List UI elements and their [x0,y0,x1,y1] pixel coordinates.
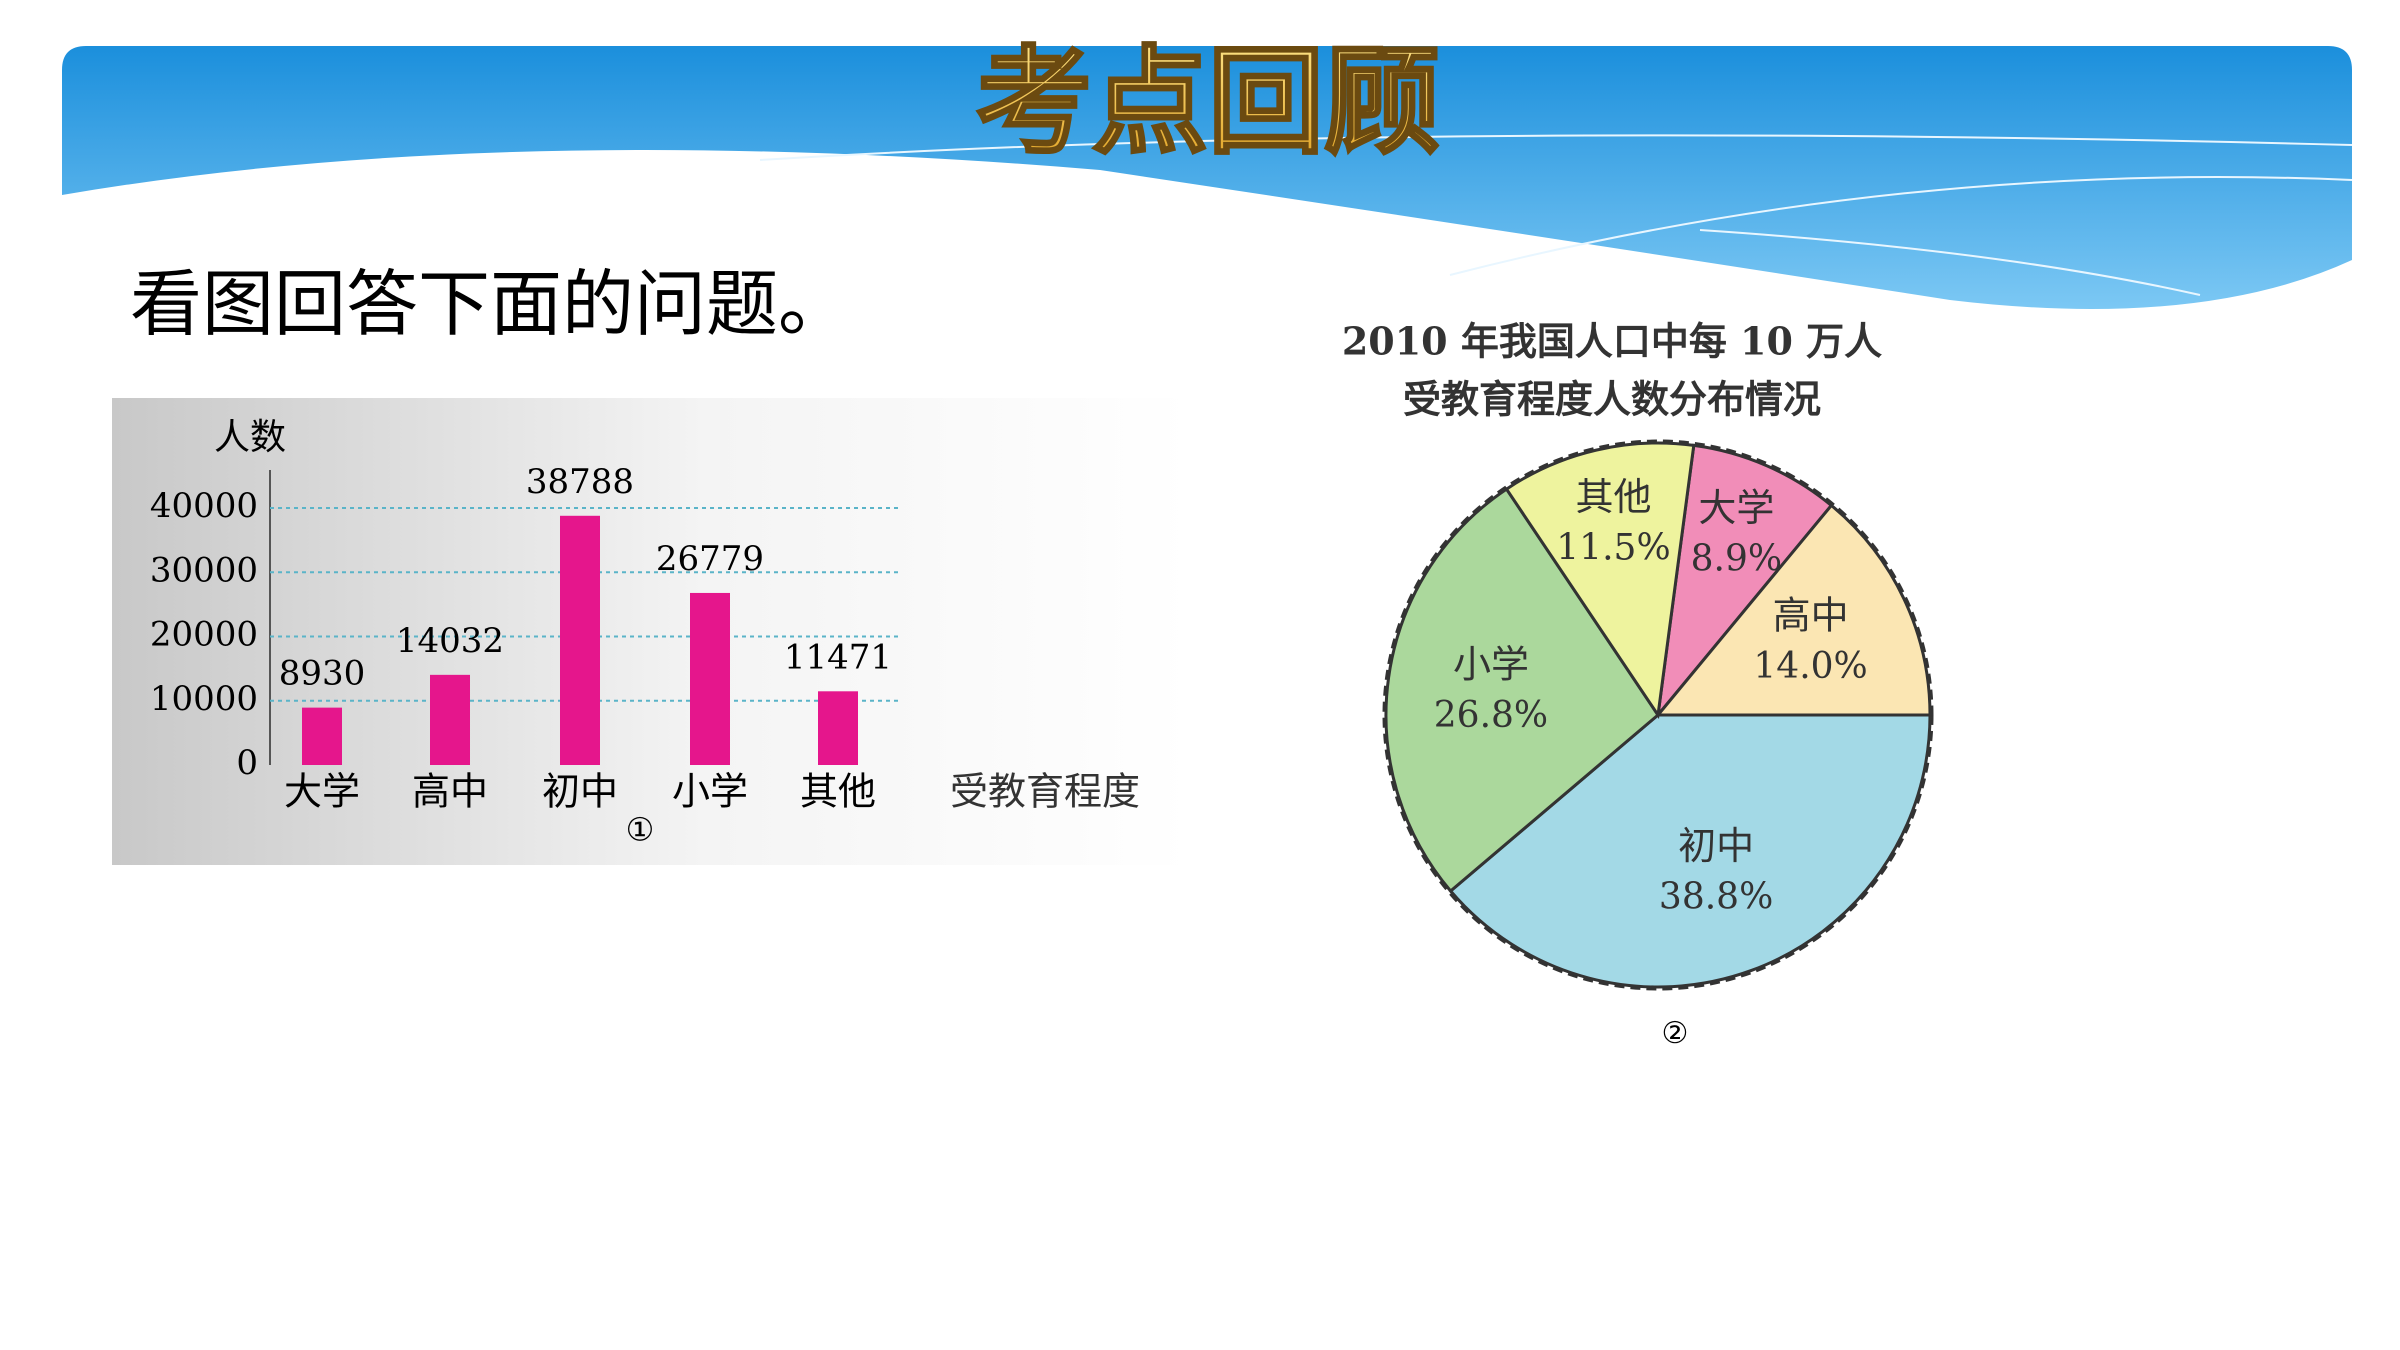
slice-value-label: 14.0% [1753,646,1867,687]
bar [560,515,600,765]
pie-title: 2010 年我国人口中每 10 万人 [1342,319,1882,364]
prompt: 看图回答下面的问题。 [130,262,850,346]
pie-outline [1382,439,1934,991]
slice-label: 其他 [1575,475,1651,519]
caption: ② [1662,1016,1689,1051]
y-tick-label: 40000 [150,486,258,526]
x-tick-label: 其他 [800,770,876,814]
caption: ① [626,811,655,849]
x-tick-label: 大学 [284,770,360,814]
data-label: 26779 [656,539,764,579]
x-tick-label: 初中 [542,770,618,814]
y-tick-label: 10000 [150,679,258,719]
x-tick-label: 小学 [672,770,748,814]
pie-slice [1504,441,1696,720]
bar [302,707,342,765]
x-tick-label: 高中 [412,770,488,814]
slice-label: 高中 [1773,594,1849,638]
bar [818,691,858,765]
data-label: 38788 [526,462,634,502]
header-title: 考点回顾 [976,34,1440,170]
pie-slice [1655,443,1834,720]
x-axis-label: 受教育程度 [950,770,1140,814]
slice-value-label: 8.9% [1691,539,1782,580]
slice-value-label: 26.8% [1434,695,1548,736]
bar [430,674,470,765]
data-label: 11471 [784,637,892,677]
y-tick-label: 30000 [150,550,258,590]
slice-value-label: 38.8% [1659,876,1773,917]
slice-label: 小学 [1453,642,1529,686]
pie-title: 受教育程度人数分布情况 [1403,377,1821,422]
slice-label: 初中 [1678,824,1754,868]
bar-chart-background [112,398,1190,865]
bar [690,592,730,765]
y-tick-label: 0 [236,743,258,783]
y-tick-label: 20000 [150,615,258,655]
y-axis-label: 人数 [214,417,286,458]
pie-slice [1448,713,1932,989]
header-wave [759,134,2353,296]
header-band [62,46,2352,309]
slice-label: 大学 [1698,486,1774,530]
data-label: 8930 [279,654,366,694]
pie-slice [1384,486,1660,894]
slice-value-label: 11.5% [1556,527,1670,568]
data-label: 14032 [396,621,504,661]
pie-slice [1654,503,1932,717]
